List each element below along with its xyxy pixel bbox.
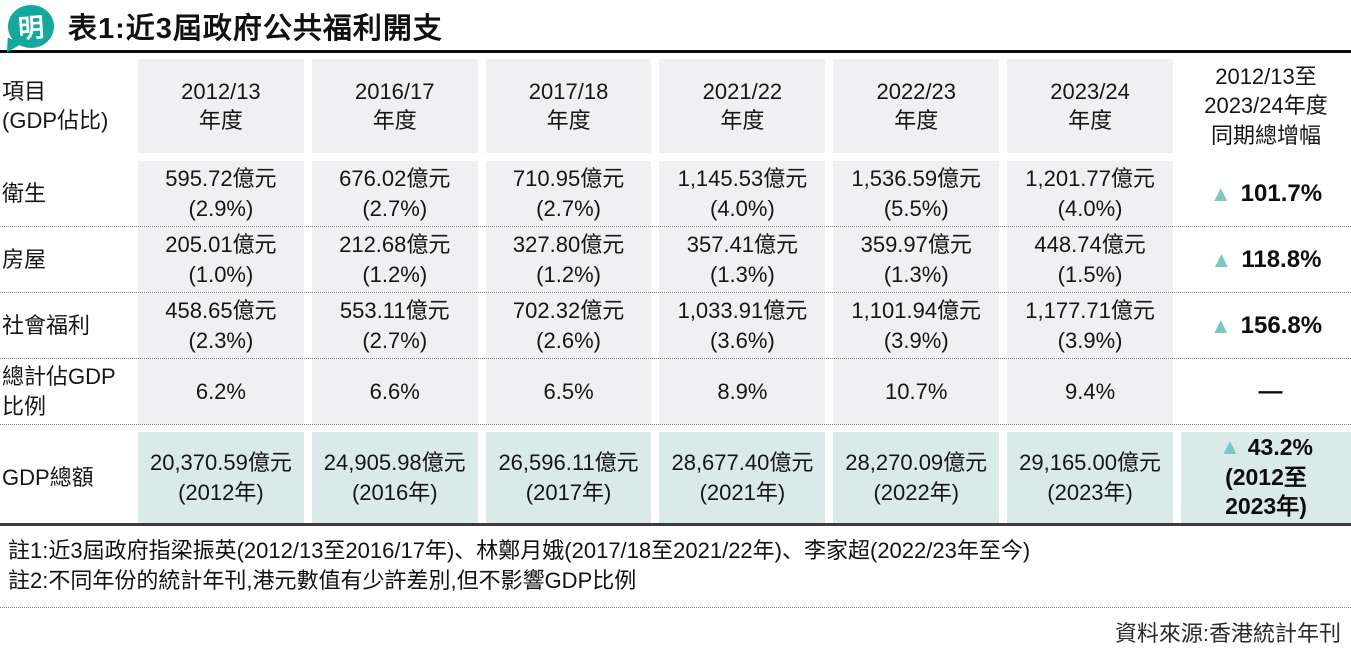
value-cell: 28,677.40億元 (2021年) <box>659 432 826 523</box>
up-triangle-icon: ▲ <box>1209 180 1232 206</box>
up-triangle-icon: ▲ <box>1210 246 1233 272</box>
value-cell: 676.02億元 (2.7%) <box>311 161 478 226</box>
table-header-row: 項目 (GDP佔比) 2012/13 年度 2016/17 年度 2017/18… <box>0 59 1351 153</box>
header-year-cell: 2023/24 年度 <box>1007 59 1173 153</box>
masthead: 明 表1:近3屆政府公共福利開支 <box>0 0 1351 50</box>
row-label: 衛生 <box>0 161 130 226</box>
value-cell: 20,370.59億元 (2012年) <box>138 432 304 523</box>
header-item-cell: 項目 (GDP佔比) <box>0 59 130 153</box>
change-value: 118.8% <box>1241 245 1322 273</box>
change-value: — <box>1258 377 1283 405</box>
source-divider <box>0 606 1351 608</box>
data-source: 資料來源:香港統計年刊 <box>1114 620 1341 646</box>
footnotes: 註1:近3屆政府指梁振英(2012/13至2016/17年)、林鄭月娥(2017… <box>0 526 1351 599</box>
mingpao-logo-glyph: 明 <box>17 11 46 44</box>
value-cell: 6.2% <box>138 359 304 424</box>
header-year-cell: 2012/13 年度 <box>138 59 304 153</box>
change-value: 43.2% <box>1247 433 1313 460</box>
header-year-cell: 2022/23 年度 <box>833 59 1000 153</box>
value-cell: 702.32億元 (2.6%) <box>485 293 652 358</box>
row-label: 房屋 <box>0 227 130 292</box>
change-cell: ▲ 101.7% <box>1180 161 1351 226</box>
value-cell: 710.95億元 (2.7%) <box>485 161 652 226</box>
header-year-cell: 2017/18 年度 <box>485 59 652 153</box>
table-row-gdp-total: GDP總額 20,370.59億元 (2012年) 24,905.98億元 (201… <box>0 432 1351 526</box>
value-cell: 26,596.11億元 (2017年) <box>485 432 652 523</box>
page-title: 表1:近3屆政府公共福利開支 <box>68 13 443 45</box>
header-year-cell: 2021/22 年度 <box>659 59 826 153</box>
value-cell: 1,536.59億元 (5.5%) <box>833 161 1000 226</box>
table-row-housing: 房屋 205.01億元 (1.0%) 212.68億元 (1.2%) 327.80億… <box>0 227 1351 293</box>
footnote-2: 註2:不同年份的統計年刊,港元數值有少許差別,但不影響GDP比例 <box>8 568 637 594</box>
row-label: GDP總額 <box>0 432 130 523</box>
change-cell: ▲ 43.2% (2012至 2023年) <box>1180 432 1351 523</box>
value-cell: 205.01億元 (1.0%) <box>138 227 304 292</box>
welfare-table: 項目 (GDP佔比) 2012/13 年度 2016/17 年度 2017/18… <box>0 53 1351 526</box>
value-cell: 448.74億元 (1.5%) <box>1007 227 1173 292</box>
value-cell: 1,177.71億元 (3.9%) <box>1007 293 1173 358</box>
value-cell: 6.6% <box>311 359 478 424</box>
footnote-1: 註1:近3屆政府指梁振英(2012/13至2016/17年)、林鄭月娥(2017… <box>8 538 1031 563</box>
row-label: 社會福利 <box>0 293 130 358</box>
up-triangle-icon: ▲ <box>1209 312 1232 338</box>
change-cell: ▲ 118.8% <box>1180 227 1351 292</box>
change-period: (2012至 <box>1225 463 1307 490</box>
value-cell: 10.7% <box>833 359 1000 424</box>
value-cell: 327.80億元 (1.2%) <box>485 227 652 292</box>
table-row-health: 衛生 595.72億元 (2.9%) 676.02億元 (2.7%) 710.95億… <box>0 161 1351 227</box>
change-value: 156.8% <box>1240 311 1323 339</box>
value-cell: 357.41億元 (1.3%) <box>659 227 826 292</box>
value-cell: 6.5% <box>485 359 652 424</box>
change-cell: — <box>1180 359 1351 424</box>
value-cell: 553.11億元 (2.7%) <box>311 293 478 358</box>
value-cell: 359.97億元 (1.3%) <box>833 227 1000 292</box>
mingpao-logo: 明 <box>8 4 54 48</box>
value-cell: 8.9% <box>659 359 826 424</box>
table-row-social-welfare: 社會福利 458.65億元 (2.3%) 553.11億元 (2.7%) 702.3… <box>0 293 1351 359</box>
change-line: ▲ 43.2% <box>1219 433 1313 463</box>
title-divider <box>0 50 1351 53</box>
value-cell: 24,905.98億元 (2016年) <box>311 432 478 523</box>
value-cell: 212.68億元 (1.2%) <box>311 227 478 292</box>
value-cell: 458.65億元 (2.3%) <box>138 293 304 358</box>
value-cell: 28,270.09億元 (2022年) <box>833 432 1000 523</box>
up-triangle-icon: ▲ <box>1218 434 1241 460</box>
value-cell: 1,033.91億元 (3.6%) <box>659 293 826 358</box>
value-cell: 1,101.94億元 (3.9%) <box>833 293 1000 358</box>
header-year-cell: 2016/17 年度 <box>311 59 478 153</box>
value-cell: 29,165.00億元 (2023年) <box>1007 432 1173 523</box>
value-cell: 1,145.53億元 (4.0%) <box>659 161 826 226</box>
row-label: 總計佔GDP 比例 <box>0 359 130 424</box>
value-cell: 9.4% <box>1007 359 1173 424</box>
value-cell: 595.72億元 (2.9%) <box>138 161 304 226</box>
change-period: 2023年) <box>1225 493 1307 520</box>
value-cell: 1,201.77億元 (4.0%) <box>1007 161 1173 226</box>
change-value: 101.7% <box>1240 179 1323 207</box>
table-row-total-gdp-ratio: 總計佔GDP 比例 6.2% 6.6% 6.5% 8.9% 10.7% 9.4%… <box>0 359 1351 425</box>
change-cell: ▲ 156.8% <box>1180 293 1351 358</box>
header-change-cell: 2012/13至 2023/24年度 同期總增幅 <box>1180 59 1351 153</box>
